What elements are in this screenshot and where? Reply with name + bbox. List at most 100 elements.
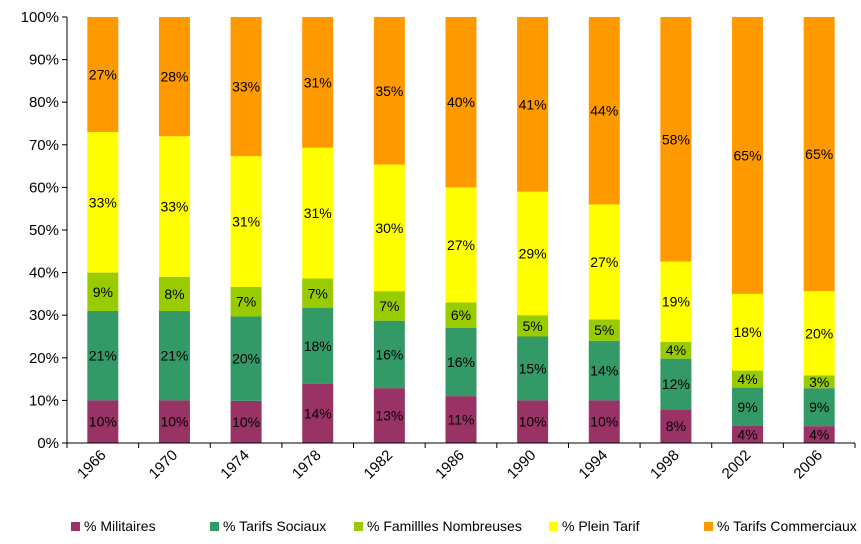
bar-segment (732, 17, 764, 294)
data-label: 6% (451, 307, 471, 323)
bar-segment (517, 315, 549, 337)
data-label: 29% (519, 245, 547, 261)
x-tick-label: 1998 (647, 447, 683, 483)
bar-segment (445, 17, 477, 188)
bar-segment (588, 204, 620, 320)
bar-segment (230, 17, 262, 157)
data-label: 7% (379, 298, 399, 314)
bar-segment (302, 278, 334, 309)
data-label: 4% (737, 371, 757, 387)
bar-segment (732, 387, 764, 426)
legend-swatch (549, 522, 558, 531)
bar-segment (158, 310, 190, 401)
bars: 10% 21% 9% 33% 27% 10% 21% 8% 33% 28% 10% 20% 7% 31% 3… (87, 17, 835, 443)
legend-label: % Plein Tarif (562, 518, 640, 534)
bar-segment (803, 375, 835, 389)
bar-segment (803, 426, 835, 443)
bar-segment (302, 383, 334, 443)
bar-segment (803, 291, 835, 376)
data-label: 9% (737, 399, 757, 415)
bar-segment (87, 400, 119, 443)
legend-label: % Militaires (84, 518, 156, 534)
legend-swatch (704, 522, 713, 531)
bar-segment (373, 291, 405, 321)
y-tick-label: 60% (29, 179, 59, 196)
bar-segment (230, 286, 262, 317)
data-label: 12% (662, 376, 690, 392)
data-label: 20% (805, 325, 833, 341)
y-tick-label: 70% (29, 137, 59, 154)
bar-segment (230, 400, 262, 443)
data-label: 21% (89, 348, 117, 364)
data-label: 4% (809, 427, 829, 443)
data-label: 7% (236, 294, 256, 310)
legend-swatch (71, 522, 80, 531)
x-axis: 1966 1970 1974 1978 1982 1986 1990 1994 1998 2002… (66, 442, 856, 483)
data-label: 41% (519, 96, 547, 112)
y-tick-label: 90% (29, 52, 59, 69)
data-label: 3% (809, 374, 829, 390)
bar-segment (660, 358, 692, 410)
data-label: 10% (89, 414, 117, 430)
data-label: 40% (447, 94, 475, 110)
y-tick-label: 20% (29, 350, 59, 367)
legend-swatch (210, 522, 219, 531)
data-label: 31% (304, 74, 332, 90)
x-tick-label: 1970 (146, 447, 182, 483)
x-tick-label: 1982 (361, 447, 397, 483)
bar-segment (302, 308, 334, 384)
data-label: 10% (160, 414, 188, 430)
data-label: 35% (375, 83, 403, 99)
x-tick-label: 1994 (575, 447, 611, 483)
bar-segment (732, 425, 764, 443)
data-label: 13% (375, 408, 403, 424)
data-label: 5% (523, 318, 543, 334)
y-tick-label: 30% (29, 307, 59, 324)
x-tick-label: 1986 (432, 447, 468, 483)
bar-segment (588, 340, 620, 401)
bar-segment (87, 310, 119, 401)
data-label: 7% (308, 285, 328, 301)
bar-segment (803, 388, 835, 427)
data-label: 27% (590, 254, 618, 270)
data-label: 65% (805, 146, 833, 162)
data-label: 27% (447, 237, 475, 253)
bar-segment (732, 370, 764, 388)
data-label: 9% (809, 399, 829, 415)
bar-segment (302, 147, 334, 279)
bar-segment (660, 341, 692, 359)
data-label: 10% (590, 414, 618, 430)
bar-segment (87, 132, 119, 273)
bar-segment (517, 191, 549, 316)
y-tick-label: 10% (29, 392, 59, 409)
bar-segment (373, 320, 405, 389)
bar-segment (87, 17, 119, 133)
bar-segment (158, 400, 190, 443)
y-tick-label: 80% (29, 94, 59, 111)
data-label: 33% (160, 199, 188, 215)
data-label: 11% (448, 412, 475, 428)
legend-label: % Tarifs Commerciaux (717, 518, 857, 534)
data-label: 20% (232, 351, 260, 367)
legend-label: % Tarifs Sociaux (223, 518, 326, 534)
bar-segment (230, 316, 262, 401)
x-tick-label: 2002 (719, 447, 755, 483)
data-label: 19% (662, 294, 690, 310)
data-label: 33% (89, 194, 117, 210)
bar-segment (230, 156, 262, 287)
data-label: 58% (662, 131, 690, 147)
bar-segment (732, 293, 764, 371)
legend: % Militaires % Tarifs Sociaux % Famillles … (71, 518, 857, 534)
x-tick-label: 1978 (289, 447, 325, 483)
bar-segment (445, 396, 477, 443)
bar-segment (445, 187, 477, 303)
bar-segment (660, 17, 692, 262)
data-label: 30% (375, 220, 403, 236)
bar-segment (588, 319, 620, 341)
x-tick-label: 2006 (790, 447, 826, 483)
bar-segment (445, 327, 477, 397)
bar-segment (373, 388, 405, 443)
x-tick-label: 1990 (504, 447, 540, 483)
x-tick-label: 1966 (74, 447, 110, 483)
